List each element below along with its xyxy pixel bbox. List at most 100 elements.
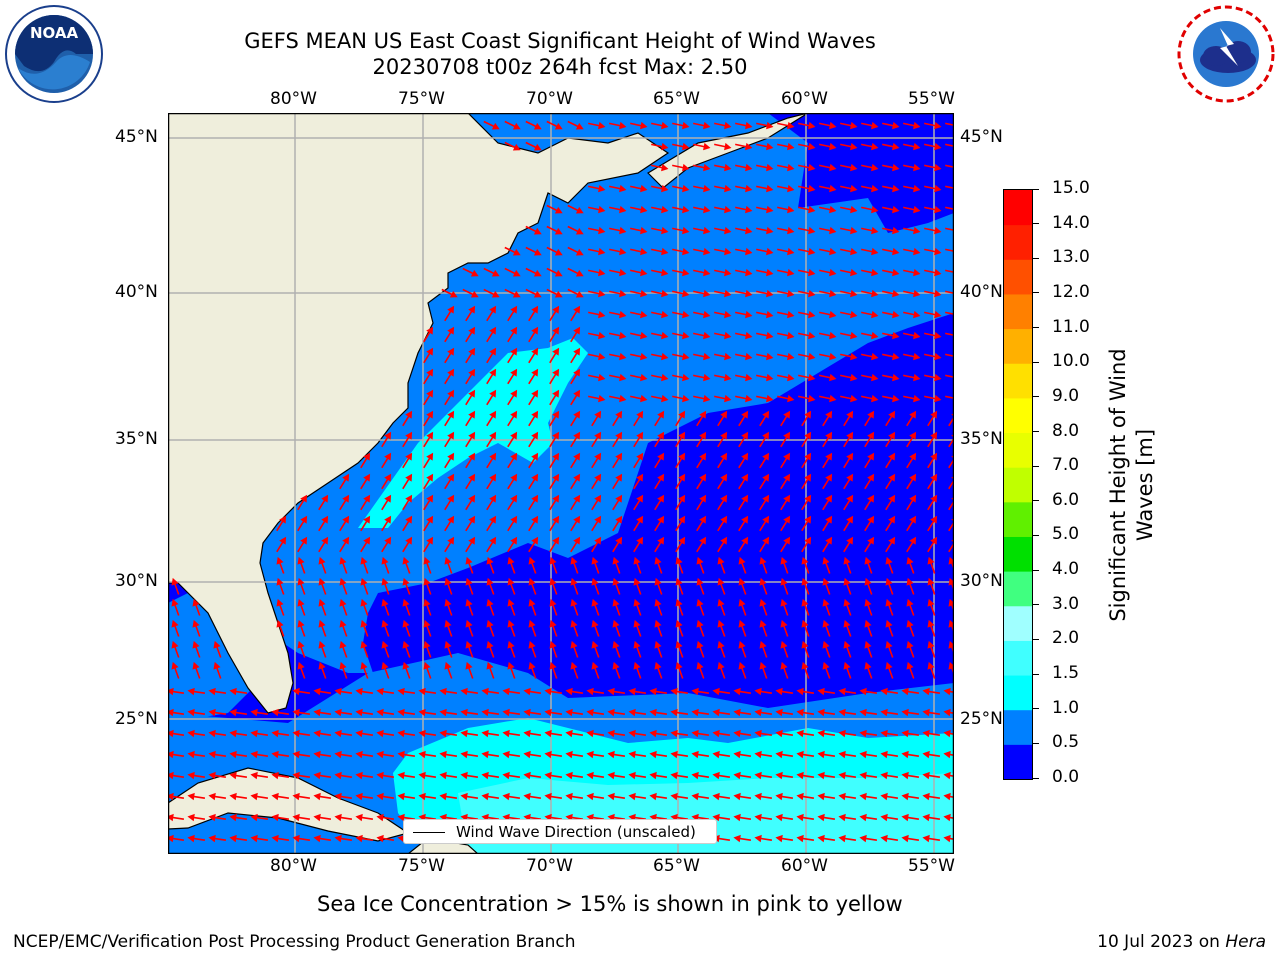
wind-wave-arrowhead [615, 431, 623, 440]
wind-wave-arrowhead [901, 792, 909, 801]
wind-wave-arrowhead [512, 269, 521, 277]
lon-label-top-55w: 55°W [908, 89, 955, 109]
wind-wave-arrowhead [850, 289, 858, 298]
wind-wave-arrowhead [439, 792, 447, 801]
wind-wave-arrowhead [934, 184, 942, 193]
wind-wave-arrowhead [712, 708, 720, 717]
wind-wave-arrowhead [279, 536, 287, 545]
wind-wave-arrowhead [703, 205, 711, 214]
wind-wave-arrowhead [470, 290, 479, 298]
wind-wave-arrowhead [502, 771, 510, 780]
wind-wave-arrowhead [699, 536, 707, 545]
wind-wave-arrowhead [468, 473, 476, 482]
wind-wave-arrowhead [703, 247, 711, 256]
wind-wave-arrowhead [502, 708, 510, 717]
wind-wave-arrowhead [745, 268, 753, 277]
wind-wave-arrowhead [934, 226, 942, 235]
wind-wave-arrowhead [808, 289, 816, 298]
wind-wave-arrowhead [250, 729, 258, 738]
wind-wave-arrowhead [745, 310, 753, 319]
wind-wave-arrowhead [691, 729, 699, 738]
wind-wave-arrowhead [871, 205, 879, 214]
wind-wave-arrowhead [449, 290, 458, 298]
wind-wave-arrowhead [423, 577, 431, 586]
wind-wave-arrowhead [670, 792, 678, 801]
wind-wave-arrowhead [554, 290, 563, 298]
wind-wave-arrowhead [491, 269, 500, 277]
wind-wave-arrowhead [544, 687, 552, 696]
wind-wave-arrowhead [703, 226, 711, 235]
wind-wave-arrowhead [913, 310, 921, 319]
wind-wave-arrowhead [507, 619, 515, 628]
wind-wave-arrowhead [465, 640, 473, 649]
wind-wave-arrowhead [678, 431, 686, 440]
wind-wave-arrowhead [885, 619, 893, 628]
colorbar-tick-label: 9.0 [1052, 385, 1080, 406]
wind-wave-arrowhead [922, 834, 930, 843]
wind-wave-arrowhead [754, 708, 762, 717]
wind-wave-arrowhead [696, 619, 704, 628]
wind-wave-arrowhead [628, 792, 636, 801]
wind-wave-arrowhead [745, 373, 753, 382]
wind-wave-arrowhead [682, 205, 690, 214]
wind-wave-arrowhead [486, 661, 494, 670]
colorbar-tick-label: 12.0 [1052, 281, 1090, 302]
wind-wave-arrowhead [817, 729, 825, 738]
wind-wave-arrowhead [906, 661, 914, 670]
wind-wave-arrowhead [930, 410, 938, 419]
wind-wave-arrowhead [213, 640, 221, 649]
wind-wave-arrowhead [804, 494, 812, 503]
lon-label-bottom-70w: 70°W [526, 856, 573, 876]
wind-wave-arrowhead [892, 373, 900, 382]
colorbar-tick-mark [1033, 396, 1039, 398]
colorbar-bin [1004, 432, 1032, 468]
wind-wave-arrowhead [822, 619, 830, 628]
wind-wave-arrowhead [927, 598, 935, 607]
wind-wave-arrowhead [171, 598, 179, 607]
wind-wave-arrowhead [168, 687, 174, 696]
wind-wave-arrowhead [913, 268, 921, 277]
footer-org: NCEP/EMC/Verification Post Processing Pr… [13, 932, 576, 952]
wind-wave-arrowhead [888, 473, 896, 482]
wind-wave-arrowhead [360, 619, 368, 628]
wind-wave-arrowhead [825, 410, 833, 419]
wind-wave-arrowhead [871, 373, 879, 382]
wind-wave-arrowhead [279, 515, 287, 524]
wind-wave-arrowhead [594, 536, 602, 545]
wind-wave-arrowhead [544, 813, 552, 822]
wind-wave-arrowhead [271, 834, 279, 843]
sea-ice-note: Sea Ice Concentration > 15% is shown in … [317, 892, 903, 916]
wind-wave-arrowhead [460, 813, 468, 822]
wind-wave-arrowhead [787, 310, 795, 319]
wind-wave-arrowhead [586, 708, 594, 717]
wind-wave-arrowhead [829, 394, 837, 403]
wind-wave-arrowhead [766, 163, 774, 172]
wind-wave-arrowhead [384, 431, 392, 440]
wind-wave-arrowhead [384, 473, 392, 482]
wind-wave-arrowhead [447, 473, 455, 482]
wind-wave-arrowhead [661, 352, 669, 361]
colorbar-tick-mark [1033, 223, 1039, 225]
wind-wave-arrowhead [787, 331, 795, 340]
wind-wave-arrowhead [168, 750, 174, 759]
wind-wave-arrowhead [360, 640, 368, 649]
wind-wave-arrowhead [250, 792, 258, 801]
wind-wave-arrowhead [661, 331, 669, 340]
wind-wave-arrowhead [594, 452, 602, 461]
wind-wave-arrowhead [552, 410, 560, 419]
wind-wave-arrowhead [297, 556, 305, 565]
wind-wave-arrowhead [808, 394, 816, 403]
wind-wave-arrowhead [738, 598, 746, 607]
wind-wave-arrowhead [510, 515, 518, 524]
wind-wave-arrowhead [892, 331, 900, 340]
wind-wave-arrowhead [738, 577, 746, 586]
wind-wave-arrowhead [321, 515, 329, 524]
wind-wave-arrowhead [901, 729, 909, 738]
wind-wave-arrowhead [271, 771, 279, 780]
wind-wave-arrowhead [717, 577, 725, 586]
wind-wave-arrowhead [885, 661, 893, 670]
wind-wave-arrowhead [901, 750, 909, 759]
wind-wave-arrowhead [783, 494, 791, 503]
wind-wave-arrowhead [909, 515, 917, 524]
lon-label-top-65w: 65°W [653, 89, 700, 109]
